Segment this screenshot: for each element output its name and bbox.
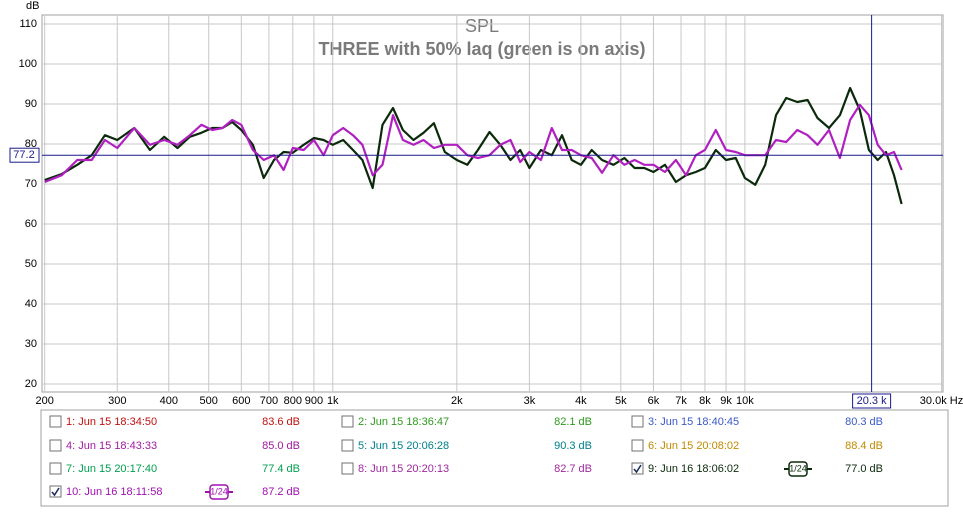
series-line [44, 103, 903, 184]
legend-level: 87.2 dB [262, 486, 300, 498]
legend-level: 82.1 dB [554, 416, 592, 428]
checkbox[interactable] [631, 462, 644, 475]
x-tick-label: 400 [160, 395, 178, 407]
x-tick-label: 700 [260, 395, 278, 407]
y-tick-label: 70 [25, 178, 37, 190]
legend-panel [40, 409, 949, 507]
plot-area [41, 14, 944, 393]
legend-label: 5: Jun 15 20:06:28 [358, 440, 449, 452]
legend-level: 82.7 dB [554, 463, 592, 475]
checkmark [633, 464, 642, 474]
legend-level: 77.0 dB [845, 463, 883, 475]
checkbox[interactable] [49, 439, 62, 452]
x-tick-label: 200 [36, 395, 54, 407]
checkbox[interactable] [49, 485, 62, 498]
legend-level: 83.6 dB [262, 416, 300, 428]
checkmark [51, 487, 60, 497]
y-tick-label: 30 [25, 338, 37, 350]
y-tick-label: 110 [19, 18, 37, 30]
checkbox[interactable] [49, 462, 62, 475]
x-tick-label: 800 [284, 395, 302, 407]
chart-subtitle: THREE with 50% laq (green is on axis) [318, 39, 645, 59]
cursor-x-label: 20.3 k [857, 395, 887, 407]
x-tick-label: 500 [200, 395, 218, 407]
x-tick-label: 9k [720, 395, 732, 407]
legend-label: 6: Jun 15 20:08:02 [648, 440, 739, 452]
cursor-y-label: 77.2 [13, 149, 34, 161]
legend-label: 7: Jun 15 20:17:40 [66, 463, 157, 475]
legend-label: 9: Jun 16 18:06:02 [648, 463, 739, 475]
x-tick-label: 3k [524, 395, 536, 407]
x-tick-label: 300 [108, 395, 126, 407]
legend-level: 85.0 dB [262, 440, 300, 452]
checkbox[interactable] [631, 415, 644, 428]
x-tick-label: 900 [305, 395, 323, 407]
x-tick-label: 5k [615, 395, 627, 407]
x-tick-label: 6k [648, 395, 660, 407]
legend-label: 8: Jun 15 20:20:13 [358, 463, 449, 475]
legend-swatch-box [209, 484, 229, 500]
legend-label: 4: Jun 15 18:43:33 [66, 440, 157, 452]
y-tick-label: 40 [25, 298, 37, 310]
legend-level: 80.3 dB [845, 416, 883, 428]
x-tick-label: 7k [675, 395, 687, 407]
legend-label: 1: Jun 15 18:34:50 [66, 416, 157, 428]
y-tick-label: 20 [25, 378, 37, 390]
y-tick-label: 100 [19, 58, 37, 70]
x-tick-label: 1k [327, 395, 339, 407]
legend-label: 3: Jun 15 18:40:45 [648, 416, 739, 428]
x-tick-label: 600 [232, 395, 250, 407]
cursor-label-box [852, 393, 892, 409]
checkbox[interactable] [49, 415, 62, 428]
checkbox[interactable] [631, 439, 644, 452]
y-tick-label: 80 [25, 138, 37, 150]
legend-level: 88.4 dB [845, 440, 883, 452]
legend-label: 2: Jun 15 18:36:47 [358, 416, 449, 428]
x-tick-label: 10k [736, 395, 754, 407]
legend-swatch-box [788, 461, 808, 477]
cursor-label-box [9, 147, 40, 163]
legend-label: 10: Jun 16 18:11:58 [66, 486, 162, 498]
legend-smoothing: 1/24 [210, 486, 228, 496]
y-axis-label: dB [26, 0, 39, 12]
legend-smoothing: 1/24 [789, 463, 807, 473]
x-tick-label: 4k [575, 395, 587, 407]
x-tick-label: 8k [699, 395, 711, 407]
checkbox[interactable] [341, 462, 354, 475]
legend-level: 77.4 dB [262, 463, 300, 475]
chart-title: SPL [465, 16, 499, 36]
legend-level: 90.3 dB [554, 440, 592, 452]
checkbox[interactable] [341, 439, 354, 452]
x-tick-label: 30.0k Hz [920, 395, 963, 407]
x-tick-label: 2k [451, 395, 463, 407]
checkbox[interactable] [341, 415, 354, 428]
y-tick-label: 60 [25, 218, 37, 230]
y-tick-label: 50 [25, 258, 37, 270]
y-tick-label: 90 [25, 98, 37, 110]
